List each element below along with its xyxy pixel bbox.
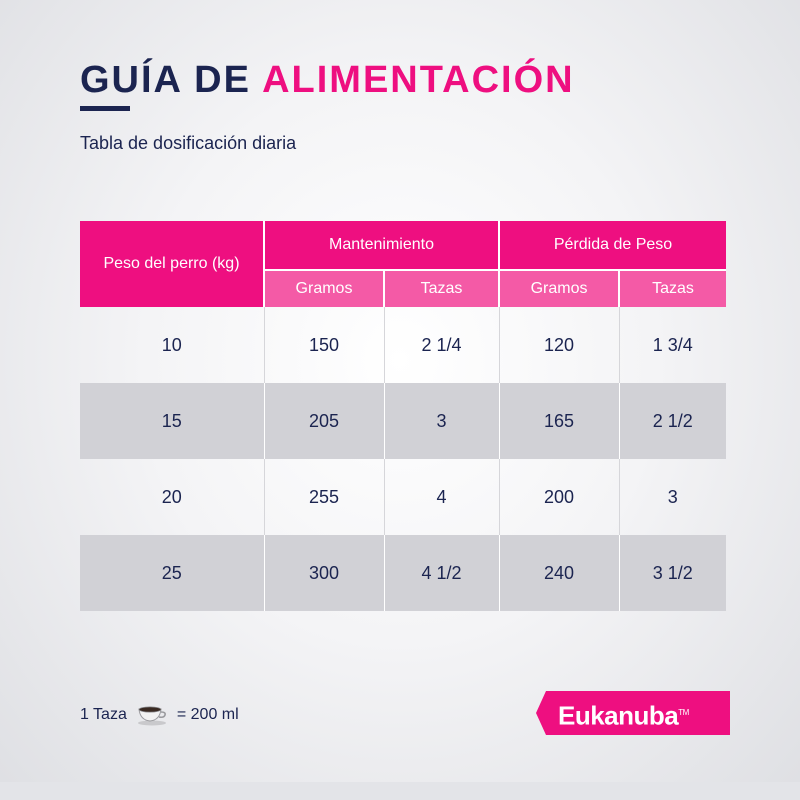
cell-maintenance-grams: 300 (263, 535, 384, 611)
cell-weight: 10 (161, 334, 182, 355)
cell-loss-grams: 200 (498, 459, 620, 535)
header-maintenance: Mantenimiento (262, 221, 500, 271)
brand-tm: TM (678, 708, 689, 717)
page-subtitle: Tabla de dosificación diaria (80, 133, 297, 153)
cell-maintenance-grams: 150 (263, 307, 384, 383)
cell-maintenance-cups: 4 (383, 459, 500, 535)
cell-loss-cups: 3 (618, 459, 727, 535)
header-weight: Peso del perro (kg) (80, 221, 264, 307)
title-part-1: GUÍA DE (80, 59, 251, 101)
cell-loss-grams: 165 (498, 383, 620, 459)
brand-name: Eukanuba (558, 700, 679, 731)
cell-loss-cups: 3 1/2 (618, 535, 727, 611)
table-row: 20 255 4 200 3 (80, 459, 727, 535)
cell-weight: 15 (80, 383, 264, 459)
subheader-loss-grams: Gramos (498, 270, 620, 307)
title-part-2: ALIMENTACIÓN (262, 59, 575, 101)
header-weight-loss: Pérdida de Peso (498, 221, 727, 271)
cell-maintenance-grams: 205 (263, 383, 384, 459)
feeding-table: Peso del perro (kg) Mantenimiento Pérdid… (80, 221, 727, 611)
page-title: GUÍA DE ALIMENTACIÓN (80, 56, 575, 104)
footnote-right: = 200 ml (176, 706, 239, 723)
cup-icon (137, 706, 166, 726)
table-header-row: Peso del perro (kg) Mantenimiento Pérdid… (80, 221, 727, 307)
cell-maintenance-grams: 255 (263, 459, 384, 535)
bottom-band (0, 782, 800, 800)
table-row: 15 205 3 165 2 1/2 (80, 383, 727, 459)
cell-loss-cups: 2 1/2 (618, 383, 727, 459)
table-row: 25 300 4 1/2 240 3 1/2 (80, 535, 727, 611)
cup-footnote: 1 Taza = 200 ml (80, 704, 239, 726)
cell-weight: 25 (80, 535, 264, 611)
footnote-left: 1 Taza (80, 706, 127, 723)
cell-maintenance-cups: 4 1/2 (383, 535, 500, 611)
cell-loss-grams: 120 (498, 307, 620, 383)
subheader-maintenance-cups: Tazas (382, 270, 500, 307)
subheader-loss-cups: Tazas (618, 270, 727, 307)
brand-logo-background (536, 691, 730, 735)
subheader-maintenance-grams: Gramos (263, 270, 384, 307)
cell-weight: 20 (161, 486, 182, 507)
brand-logo: EukanubaTM (558, 698, 689, 731)
table-row: 10 150 2 1/4 120 1 3/4 (80, 307, 727, 383)
cell-maintenance-cups: 2 1/4 (383, 307, 500, 383)
cell-loss-grams: 240 (498, 535, 620, 611)
title-underline (80, 106, 130, 111)
table-subheader-row: Gramos Tazas Gramos Tazas (80, 270, 727, 307)
cell-loss-cups: 1 3/4 (618, 307, 727, 383)
cell-maintenance-cups: 3 (383, 383, 500, 459)
